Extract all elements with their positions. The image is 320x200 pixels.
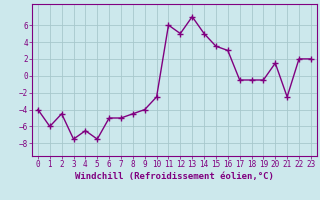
X-axis label: Windchill (Refroidissement éolien,°C): Windchill (Refroidissement éolien,°C)	[75, 172, 274, 181]
